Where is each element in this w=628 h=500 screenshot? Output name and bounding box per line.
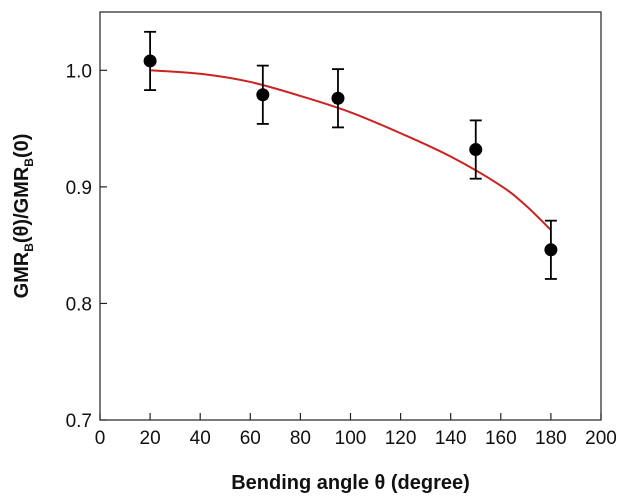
y-axis-title-subscript-2: B — [22, 158, 36, 167]
y-axis-title-part-3: (0) — [11, 134, 33, 158]
x-tick-label: 180 — [535, 428, 567, 449]
x-axis-title: Bending angle θ (degree) — [231, 472, 470, 494]
x-tick-label: 120 — [385, 428, 417, 449]
x-tick-label: 200 — [585, 428, 617, 449]
x-tick-label: 0 — [95, 428, 106, 449]
axis-ticks — [99, 69, 602, 421]
data-point-group — [469, 119, 483, 180]
data-points — [143, 30, 558, 280]
data-point — [469, 143, 483, 157]
axis-tick-labels: 0 20 40 60 80 100 120 140 160 180 200 0.7 0.8 0.9 1.0 — [66, 61, 617, 449]
fit-curve — [150, 69, 552, 231]
data-point-group — [143, 30, 157, 92]
x-tick-label: 160 — [485, 428, 517, 449]
data-point — [544, 243, 558, 257]
data-point — [143, 54, 157, 68]
x-tick-label: 80 — [290, 428, 311, 449]
data-point — [256, 88, 270, 102]
x-tick-label: 60 — [240, 428, 261, 449]
x-tick-label: 100 — [335, 428, 367, 449]
plot-frame — [99, 11, 602, 421]
y-axis-title-subscript-1: B — [22, 243, 36, 252]
x-tick-label: 140 — [435, 428, 467, 449]
x-tick-label: 40 — [190, 428, 211, 449]
y-tick-label: 1.0 — [66, 61, 92, 82]
y-tick-label: 0.7 — [66, 411, 92, 432]
data-point — [331, 91, 345, 105]
y-tick-label: 0.8 — [66, 294, 92, 315]
y-axis-title: GMRB(θ)/GMRB(0) — [11, 134, 36, 299]
data-point-group — [544, 219, 558, 280]
data-point-group — [256, 64, 270, 125]
x-tick-label: 20 — [140, 428, 161, 449]
y-tick-label: 0.9 — [66, 178, 92, 199]
data-point-group — [331, 68, 345, 129]
y-axis-title-part-2: (θ)/GMR — [11, 166, 33, 243]
y-axis-title-part-1: GMR — [11, 251, 33, 298]
